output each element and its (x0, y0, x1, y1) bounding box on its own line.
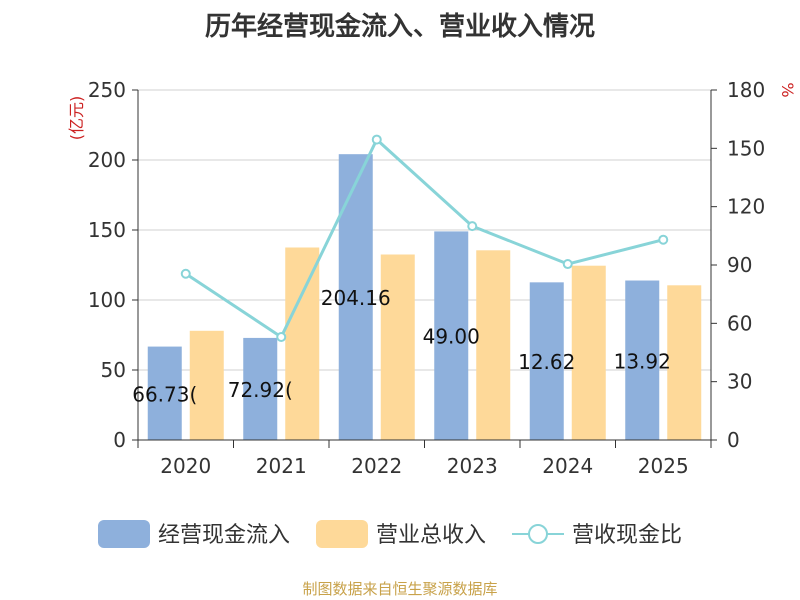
y-left-tick-label-0: 0 (113, 428, 126, 452)
line-point-2020 (180, 268, 191, 279)
line-point-2025 (658, 234, 669, 245)
bar-revenue-2021 (285, 247, 320, 440)
y-right-tick-label-2: 60 (727, 311, 752, 335)
x-tick-label-2025: 2025 (638, 454, 689, 478)
bar-cash-inflow-2025 (625, 280, 660, 440)
source-note: 制图数据来自恒生聚源数据库 (302, 580, 498, 598)
bar-cash-inflow-2023 (434, 231, 469, 440)
legend-label-revenue: 营业总收入 (376, 523, 486, 548)
y-right-tick-label-6: 180 (727, 78, 765, 102)
legend-label-cash-inflow: 经营现金流入 (158, 523, 290, 548)
y-right-tick-label-4: 120 (727, 195, 765, 219)
bar-revenue-2020 (189, 330, 224, 440)
y-right-tick-label-0: 0 (727, 428, 740, 452)
bar-label-2022: 204.16 (321, 286, 391, 310)
y-left-tick-label-4: 200 (88, 148, 126, 172)
bar-revenue-2024 (571, 265, 606, 440)
x-tick-label-2022: 2022 (351, 454, 402, 478)
y-left-tick-label-3: 150 (88, 218, 126, 242)
bar-revenue-2022 (380, 254, 415, 440)
line-point-2024 (562, 259, 573, 270)
bar-label-2023: 49.00 (423, 325, 480, 349)
bar-revenue-2025 (667, 285, 702, 440)
legend-swatch-cash-inflow (98, 520, 150, 548)
y-left-tick-label-1: 50 (101, 358, 126, 382)
chart-title: 历年经营现金流入、营业收入情况 (204, 12, 595, 42)
line-ratio (184, 138, 664, 339)
bar-revenue-2023 (476, 250, 511, 440)
bar-cash-inflow-2020 (147, 346, 182, 440)
bar-label-2021: 72.92( (228, 378, 293, 402)
x-tick-label-2021: 2021 (256, 454, 307, 478)
x-tick-label-2024: 2024 (542, 454, 593, 478)
bar-cash-inflow-2024 (529, 282, 564, 440)
y-left-axis-title: (亿元) (67, 96, 86, 141)
legend-swatch-revenue (316, 520, 368, 548)
bar-cash-inflow-2021 (243, 337, 278, 440)
bar-label-2025: 13.92 (614, 349, 671, 373)
y-right-axis-title: % (778, 82, 797, 97)
y-right-tick-label-3: 90 (727, 253, 752, 277)
y-right-tick-label-1: 30 (727, 370, 752, 394)
line-point-2021 (276, 331, 287, 342)
x-tick-label-2020: 2020 (160, 454, 211, 478)
legend-label-ratio: 营收现金比 (572, 523, 682, 548)
y-left-tick-label-5: 250 (88, 78, 126, 102)
line-point-2023 (467, 221, 478, 232)
line-point-2022 (371, 134, 382, 145)
bar-label-2024: 12.62 (518, 350, 575, 374)
x-tick-label-2023: 2023 (447, 454, 498, 478)
y-left-tick-label-2: 100 (88, 288, 126, 312)
legend-swatch-ratio-marker (528, 524, 548, 544)
y-right-tick-label-5: 150 (727, 136, 765, 160)
bar-label-2020: 66.73( (132, 382, 197, 406)
bar-cash-inflow-2022 (338, 154, 373, 440)
